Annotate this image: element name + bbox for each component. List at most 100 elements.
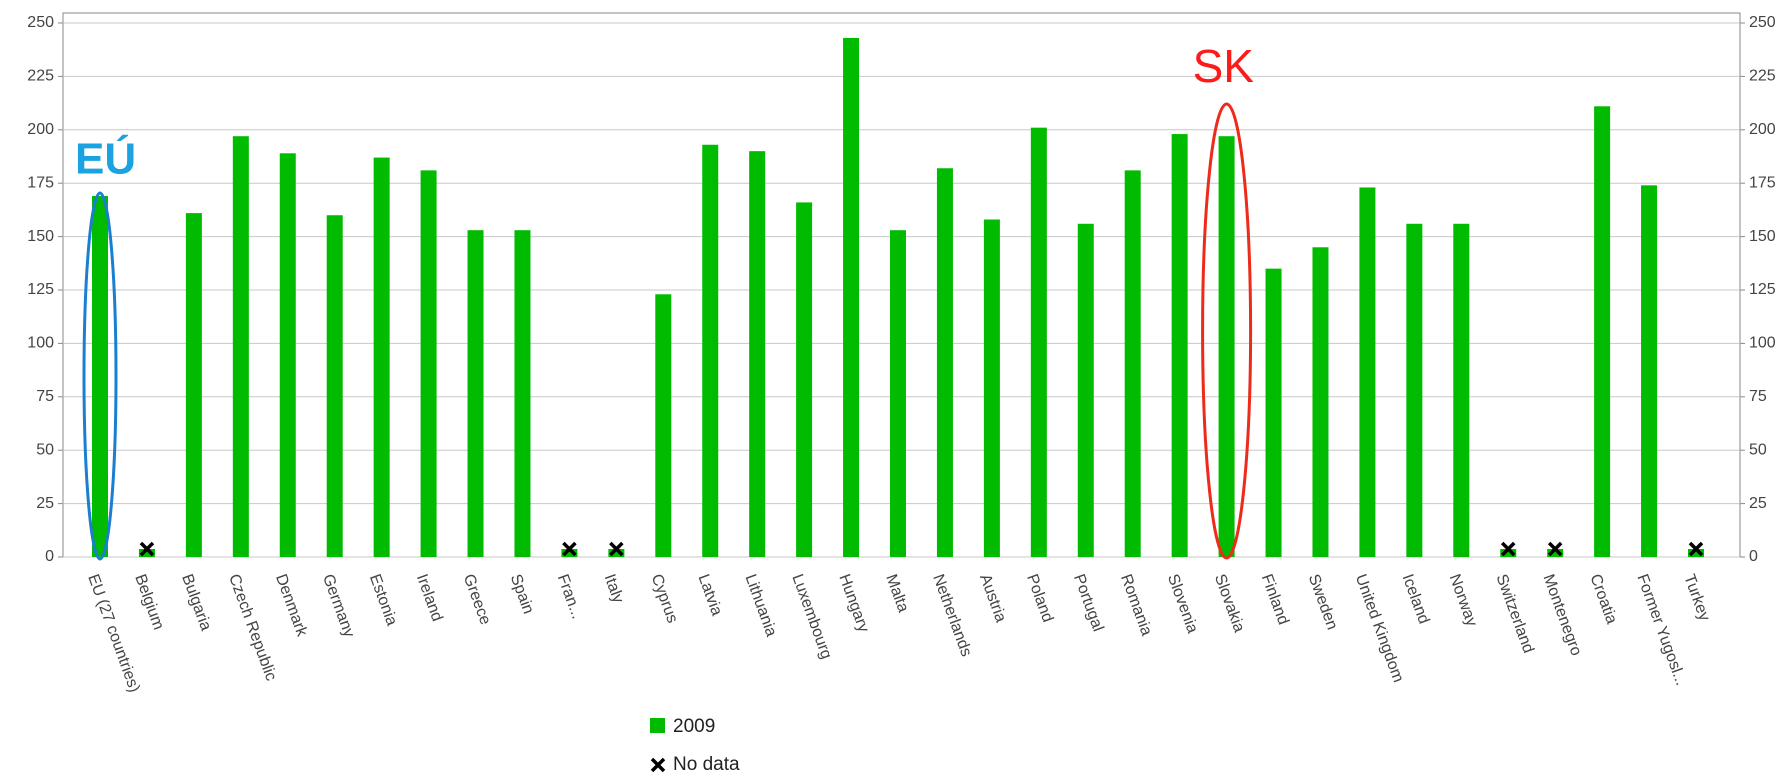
x-tick-label: Austria [976, 572, 1009, 625]
bar [1453, 223, 1470, 557]
y2-tick-label: 0 [1749, 548, 1758, 565]
x-tick-label: Netherlands [929, 572, 974, 659]
no-data-bg [1500, 549, 1517, 557]
x-tick-label: Hungary [835, 572, 872, 635]
no-data-marker [562, 541, 577, 557]
y2-tick-label: 125 [1749, 281, 1776, 298]
x-tick-label: Sweden [1305, 572, 1341, 632]
x-tick-label: Spain [507, 572, 537, 616]
annotation-ellipse [1201, 102, 1253, 560]
y-tick-label: 100 [27, 335, 54, 352]
bar [1171, 134, 1188, 557]
x-tick-label: Montenegro [1539, 572, 1584, 658]
x-tick-label: Luxembourg [788, 572, 834, 661]
bar [1594, 106, 1611, 557]
no-data-marker [139, 541, 155, 557]
y-tick-label: 0 [45, 548, 54, 565]
bar [1218, 136, 1235, 557]
y-tick-label: 225 [27, 68, 54, 85]
bar [373, 157, 390, 557]
x-tick-label: Switzerland [1492, 572, 1536, 656]
y2-tick-label: 200 [1749, 121, 1776, 138]
x-tick-label: Norway [1446, 572, 1481, 629]
x-tick-label: Czech Republic [225, 572, 279, 683]
bar [514, 230, 531, 557]
x-tick-label: Ireland [413, 572, 446, 624]
no-data-marker [1547, 541, 1563, 557]
y-tick-label: 125 [27, 281, 54, 298]
annotation-ellipse [82, 191, 118, 561]
y2-tick-label: 225 [1749, 68, 1776, 85]
bar [279, 153, 296, 557]
bar [326, 215, 343, 558]
y2-tick-label: 50 [1749, 441, 1767, 458]
legend-label: 2009 [673, 716, 715, 737]
x-tick-label: Finland [1258, 572, 1292, 627]
bar [749, 151, 766, 557]
x-tick-label: Croatia [1586, 572, 1620, 626]
x-tick-label: Italy [601, 572, 627, 605]
y-tick-label: 75 [36, 388, 54, 405]
x-tick-label: Iceland [1399, 572, 1433, 626]
x-tick-label: Estonia [366, 572, 400, 628]
legend-no-data-marker [650, 757, 666, 773]
y2-tick-label: 100 [1749, 335, 1776, 352]
y-tick-label: 150 [27, 228, 54, 245]
bar [1124, 170, 1141, 557]
x-tick-label: Latvia [694, 572, 725, 618]
legend-swatch [650, 718, 665, 733]
bar [655, 294, 672, 557]
bar [890, 230, 906, 557]
y-tick-label: 175 [27, 174, 54, 191]
x-tick-label: Portugal [1070, 572, 1106, 634]
x-tick-label: Malta [882, 572, 911, 615]
y2-tick-label: 75 [1749, 388, 1767, 405]
x-tick-label: Romania [1117, 572, 1155, 638]
x-tick-label: Lithuania [741, 572, 779, 639]
no-data-bg [1547, 549, 1564, 557]
bar [843, 37, 860, 557]
y-tick-label: 25 [36, 495, 54, 512]
bar [936, 168, 953, 558]
y2-tick-label: 25 [1749, 495, 1767, 512]
no-data-marker [609, 541, 624, 557]
bar [1030, 127, 1047, 557]
y2-tick-label: 250 [1749, 14, 1776, 31]
bar [1312, 247, 1329, 557]
y2-tick-label: 150 [1749, 228, 1776, 245]
x-tick-label: Poland [1023, 572, 1056, 625]
y-tick-label: 50 [36, 441, 54, 458]
no-data-bg [561, 549, 578, 557]
x-tick-label: EU (27 countries) [84, 572, 143, 695]
x-tick-label: Cyprus [648, 572, 681, 625]
bar [1077, 223, 1094, 557]
y2-tick-label: 175 [1749, 174, 1776, 191]
bar [92, 196, 108, 558]
x-tick-label: Fran... [554, 572, 586, 621]
bar [983, 219, 1000, 557]
y-tick-label: 250 [27, 14, 54, 31]
no-data-bg [138, 549, 155, 557]
no-data-bg [1688, 549, 1704, 557]
x-tick-label: Turkey [1680, 572, 1713, 623]
x-tick-label: Denmark [272, 572, 311, 640]
x-tick-label: Former Yugosl... [1633, 572, 1689, 688]
no-data-marker [1688, 541, 1704, 557]
bar [420, 170, 437, 557]
legend-no-data-label: No data [673, 754, 740, 775]
no-data-marker [1500, 541, 1516, 557]
x-tick-label: United Kingdom [1352, 572, 1407, 685]
x-tick-label: Slovenia [1164, 572, 1201, 636]
annotation: SK [1193, 40, 1255, 92]
bar [467, 230, 484, 557]
y-tick-label: 200 [27, 121, 54, 138]
no-data-bg [608, 549, 625, 557]
bar [796, 202, 813, 557]
x-tick-label: Slovakia [1211, 572, 1248, 635]
bar [1359, 187, 1376, 558]
bar [1641, 185, 1658, 557]
annotation: EÚ [75, 134, 136, 184]
x-tick-label: Belgium [131, 572, 167, 632]
x-tick-label: Germany [319, 572, 357, 640]
